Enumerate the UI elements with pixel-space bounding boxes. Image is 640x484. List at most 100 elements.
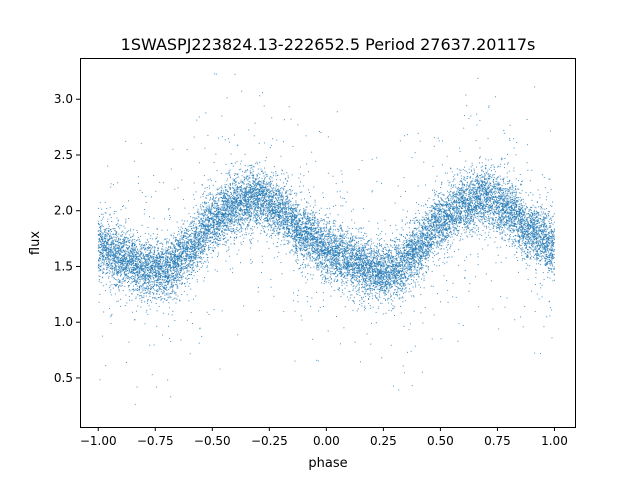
data-point bbox=[296, 211, 298, 213]
data-point bbox=[410, 255, 412, 257]
data-point bbox=[425, 228, 427, 230]
data-point bbox=[122, 259, 124, 261]
data-point bbox=[131, 261, 133, 263]
data-point bbox=[148, 305, 150, 307]
data-point bbox=[307, 213, 309, 215]
data-point bbox=[240, 179, 242, 181]
data-point bbox=[471, 183, 473, 185]
data-point bbox=[249, 186, 251, 188]
data-point bbox=[233, 195, 235, 197]
data-point bbox=[280, 155, 282, 157]
data-point bbox=[414, 217, 416, 219]
data-point bbox=[256, 183, 258, 185]
data-point bbox=[303, 209, 305, 211]
data-point bbox=[150, 250, 152, 252]
data-point bbox=[446, 197, 448, 199]
data-point bbox=[183, 244, 185, 246]
data-point bbox=[257, 287, 259, 289]
data-point bbox=[428, 254, 430, 256]
data-point bbox=[255, 206, 257, 208]
data-point bbox=[273, 227, 275, 229]
data-point bbox=[244, 229, 246, 231]
data-point bbox=[162, 261, 164, 263]
data-point bbox=[126, 232, 128, 234]
data-point bbox=[120, 267, 122, 269]
data-point bbox=[500, 178, 502, 180]
data-point bbox=[486, 200, 488, 202]
data-point bbox=[405, 252, 407, 254]
data-point bbox=[353, 239, 355, 241]
data-point bbox=[438, 202, 440, 204]
data-point bbox=[427, 254, 429, 256]
data-point bbox=[264, 231, 266, 233]
data-point bbox=[203, 226, 205, 228]
data-point bbox=[203, 211, 205, 213]
data-point bbox=[153, 265, 155, 267]
data-point bbox=[143, 292, 145, 294]
data-point bbox=[367, 242, 369, 244]
data-point bbox=[362, 277, 364, 279]
data-point bbox=[389, 274, 391, 276]
data-point bbox=[100, 269, 102, 271]
data-point bbox=[164, 294, 166, 296]
data-point bbox=[310, 305, 312, 307]
data-point bbox=[364, 245, 366, 247]
data-point bbox=[304, 236, 306, 238]
data-point bbox=[201, 250, 203, 252]
data-point bbox=[186, 260, 188, 262]
data-point bbox=[550, 242, 552, 244]
data-point bbox=[452, 180, 454, 182]
data-point bbox=[162, 249, 164, 251]
data-point bbox=[127, 239, 129, 241]
data-point bbox=[402, 252, 404, 254]
data-point bbox=[522, 237, 524, 239]
data-point bbox=[304, 243, 306, 245]
data-point bbox=[313, 186, 315, 188]
data-point bbox=[342, 259, 344, 261]
data-point bbox=[239, 219, 241, 221]
data-point bbox=[527, 233, 529, 235]
data-point bbox=[424, 236, 426, 238]
data-point bbox=[170, 265, 172, 267]
data-point bbox=[489, 204, 491, 206]
data-point bbox=[255, 212, 257, 214]
data-point bbox=[400, 257, 402, 259]
data-point bbox=[319, 245, 321, 247]
data-point bbox=[516, 216, 518, 218]
data-point bbox=[212, 225, 214, 227]
data-point bbox=[386, 264, 388, 266]
data-point bbox=[128, 341, 130, 343]
data-point bbox=[263, 204, 265, 206]
data-point bbox=[286, 227, 288, 229]
data-point bbox=[353, 235, 355, 237]
data-point bbox=[258, 180, 260, 182]
data-point bbox=[531, 234, 533, 236]
data-point bbox=[316, 244, 318, 246]
data-point bbox=[514, 195, 516, 197]
data-point bbox=[396, 258, 398, 260]
data-point bbox=[234, 200, 236, 202]
data-point bbox=[292, 222, 294, 224]
data-point bbox=[301, 233, 303, 235]
data-point bbox=[339, 244, 341, 246]
data-point bbox=[244, 221, 246, 223]
data-point bbox=[188, 285, 190, 287]
data-point bbox=[99, 250, 101, 252]
data-point bbox=[418, 239, 420, 241]
data-point bbox=[119, 224, 121, 226]
data-point bbox=[264, 177, 266, 179]
data-point bbox=[376, 247, 378, 249]
data-point bbox=[454, 193, 456, 195]
data-point bbox=[461, 190, 463, 192]
data-point bbox=[274, 203, 276, 205]
data-point bbox=[99, 293, 101, 295]
data-point bbox=[545, 237, 547, 239]
data-point bbox=[143, 262, 145, 264]
data-point bbox=[179, 244, 181, 246]
data-point bbox=[104, 230, 106, 232]
data-point bbox=[132, 260, 134, 262]
data-point bbox=[182, 250, 184, 252]
data-point bbox=[429, 250, 431, 252]
data-point bbox=[113, 213, 115, 215]
data-point bbox=[484, 201, 486, 203]
